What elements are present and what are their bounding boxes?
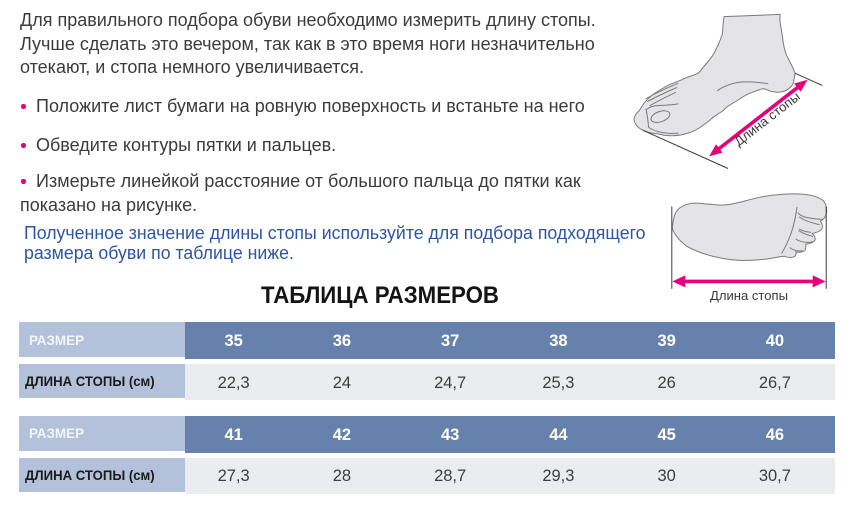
svg-text:Длина стопы: Длина стопы (710, 288, 788, 303)
